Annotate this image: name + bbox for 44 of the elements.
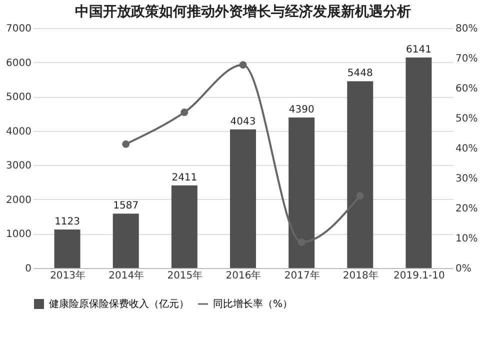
bar — [288, 117, 315, 268]
point — [122, 140, 130, 148]
y2-tick-label: 50% — [456, 114, 478, 124]
x-tick-label: 2013年 — [50, 270, 86, 282]
bar — [112, 214, 139, 268]
data-label: 4390 — [288, 104, 314, 116]
y-tick-label: 7000 — [6, 24, 32, 34]
y2-tick-label: 0% — [456, 264, 472, 274]
y-tick-label: 2000 — [6, 194, 32, 206]
y2-tick-label: 70% — [456, 54, 478, 64]
x-tick-label: 2014年 — [108, 270, 144, 282]
x-tick-label: 2018年 — [342, 270, 378, 282]
bar — [54, 229, 80, 268]
x-tick-label: 2019.1-10 — [394, 270, 445, 282]
data-label: 5448 — [347, 68, 373, 80]
x-tick-label: 2016年 — [226, 270, 262, 282]
data-label: 4043 — [230, 116, 256, 128]
data-label: 1123 — [54, 216, 80, 228]
data-label: 6141 — [406, 44, 432, 56]
x-tick-label: 2017年 — [284, 270, 320, 282]
chart-title: 中国开放政策如何推动外资增长与经济发展新机遇分析 — [75, 3, 411, 20]
bar — [230, 129, 256, 268]
y2-tick-label: 40% — [456, 144, 478, 154]
y2-tick-label: 60% — [456, 84, 478, 94]
data-label: 1587 — [113, 200, 139, 212]
point — [180, 108, 188, 116]
y-tick-label: 3000 — [6, 160, 32, 172]
bar — [406, 57, 432, 268]
y-tick-label: 5000 — [6, 92, 32, 104]
point — [239, 61, 247, 69]
data-label: 2411 — [172, 172, 198, 184]
y2-tick-label: 30% — [456, 174, 478, 184]
legend-label: 同比增长率（%） — [213, 298, 293, 310]
y2-tick-label: 20% — [456, 204, 478, 214]
y-tick-label: 6000 — [6, 58, 32, 69]
x-tick-label: 2015年 — [167, 270, 203, 282]
y-tick-label: 4000 — [6, 126, 32, 138]
bar — [171, 185, 198, 268]
legend-label: 健康险原保险保费收入（亿元） — [49, 298, 189, 310]
bar — [347, 81, 374, 268]
y-tick-label: 0 — [25, 264, 32, 274]
y2-tick-label: 10% — [456, 234, 478, 244]
y2-tick-label: 80% — [456, 24, 478, 34]
y-tick-label: 1000 — [6, 229, 32, 240]
